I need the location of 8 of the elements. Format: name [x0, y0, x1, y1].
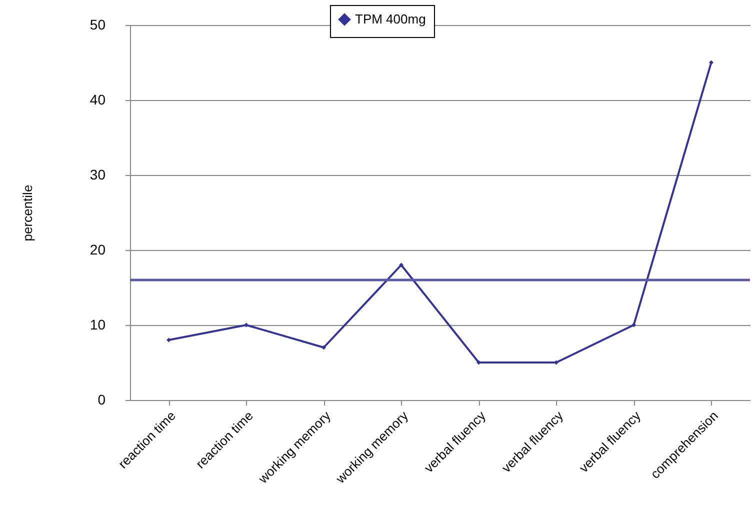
y-tick-label: 50 — [90, 16, 106, 32]
y-axis-title: percentile — [20, 184, 35, 242]
y-tick-label: 20 — [90, 242, 106, 258]
y-tick-label: 40 — [90, 92, 106, 108]
y-tick-label: 0 — [98, 392, 106, 408]
y-tick-label: 10 — [90, 316, 106, 332]
legend-label: TPM 400mg — [355, 12, 426, 26]
y-tick-label: 30 — [90, 166, 106, 182]
